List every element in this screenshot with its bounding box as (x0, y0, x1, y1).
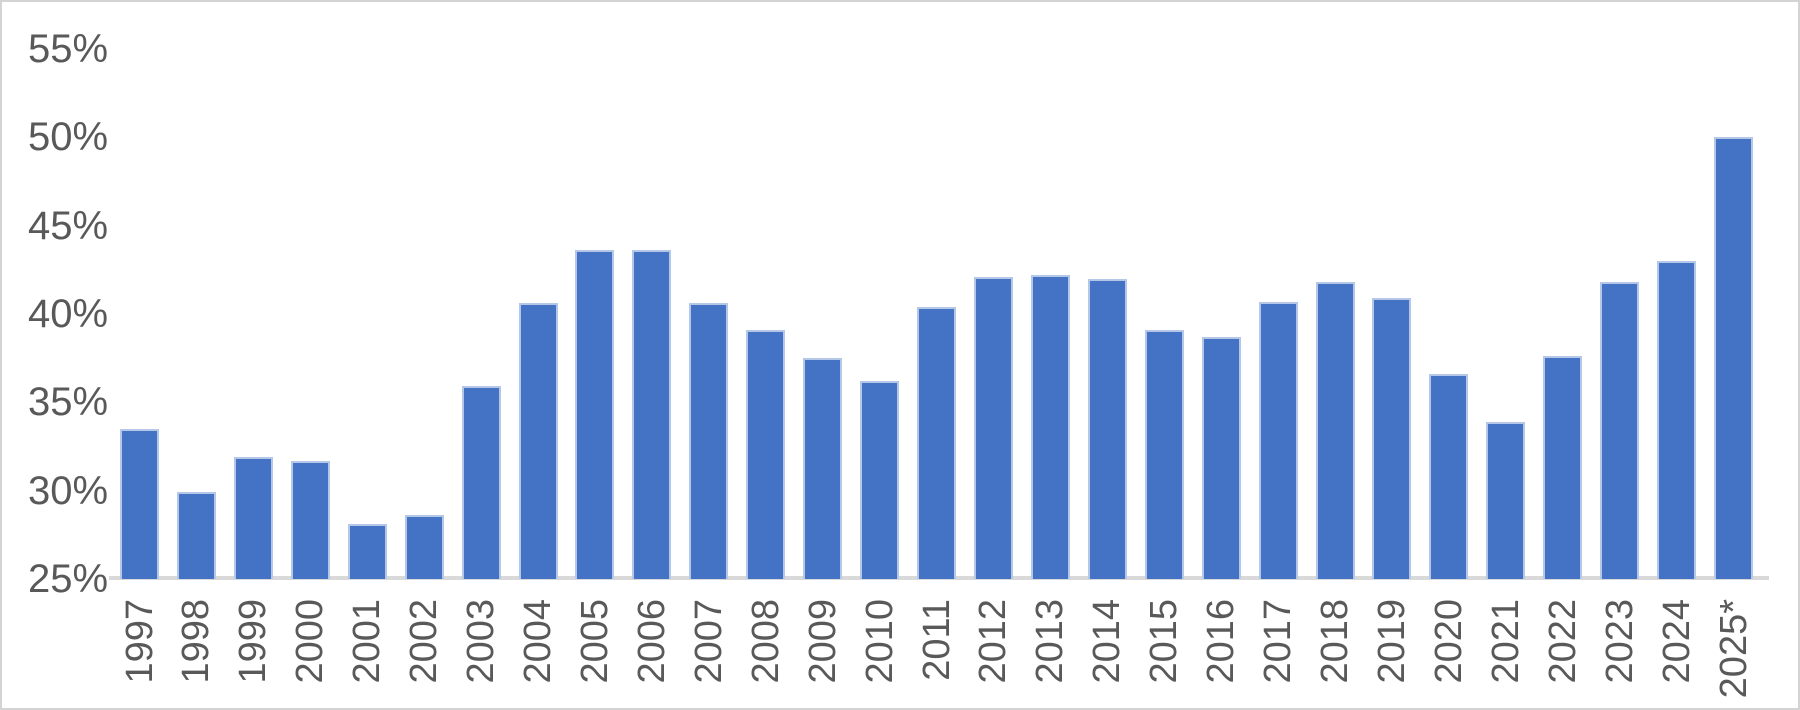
x-axis-label: 2011 (915, 599, 958, 681)
bar (803, 358, 843, 579)
bar (1543, 356, 1583, 579)
bar (461, 386, 501, 579)
bar (632, 250, 672, 579)
x-axis-label: 2001 (346, 599, 389, 684)
bar (518, 303, 558, 579)
bar (233, 457, 273, 579)
bar (176, 492, 216, 579)
x-axis-label: 1999 (232, 599, 275, 684)
bar (1315, 282, 1355, 579)
bar (689, 303, 729, 579)
x-axis-label: 2000 (289, 599, 332, 684)
y-axis-label: 35% (28, 380, 109, 425)
y-axis-label: 25% (28, 557, 109, 601)
bar (746, 329, 786, 579)
bar (575, 250, 615, 579)
x-axis-label: 2016 (1200, 599, 1243, 684)
bar (1087, 278, 1127, 579)
y-axis-label: 55% (28, 27, 109, 71)
bar (1714, 137, 1754, 579)
x-axis-label: 2006 (630, 599, 673, 684)
x-axis-label: 2013 (1029, 599, 1072, 684)
bar (973, 276, 1013, 579)
x-axis-label: 2009 (801, 599, 844, 684)
x-axis-label: 2005 (573, 599, 616, 684)
x-axis-label: 2022 (1541, 599, 1584, 684)
x-axis-label: 2002 (403, 599, 446, 684)
bar (1030, 275, 1070, 579)
bar (1258, 301, 1298, 579)
x-axis-label: 2012 (972, 599, 1015, 684)
x-axis-label: 2024 (1655, 599, 1698, 684)
bar (860, 381, 900, 579)
bar (347, 524, 387, 579)
y-axis-label: 40% (28, 292, 109, 336)
x-axis-label: 2019 (1370, 599, 1413, 684)
x-axis-label: 2015 (1143, 599, 1186, 684)
y-axis-label: 30% (28, 468, 109, 513)
bar (1486, 421, 1526, 579)
bar (917, 306, 957, 579)
bar (120, 428, 159, 579)
bar (290, 460, 330, 579)
bar (1144, 329, 1184, 579)
x-axis-label: 2023 (1598, 599, 1641, 684)
bar (1372, 298, 1412, 579)
y-axis-label: 50% (28, 115, 109, 160)
x-axis-label: 2004 (517, 599, 559, 684)
x-axis-label: 2007 (687, 599, 730, 684)
bar (1600, 282, 1640, 579)
x-axis-label: 1997 (118, 599, 161, 684)
x-axis-label: 1998 (175, 599, 218, 684)
x-axis-label: 2020 (1427, 599, 1470, 684)
bar (404, 515, 444, 579)
x-axis-label: 2025* (1712, 599, 1755, 699)
x-axis-label: 2008 (744, 599, 787, 684)
x-axis-label: 2017 (1257, 599, 1300, 684)
bar (1429, 374, 1469, 579)
x-axis-label: 2014 (1086, 599, 1129, 684)
y-axis-label: 45% (28, 203, 109, 248)
bar (1657, 261, 1697, 579)
x-axis-label: 2003 (460, 599, 503, 684)
x-axis-label: 2021 (1484, 599, 1527, 684)
bar (1201, 336, 1241, 579)
x-axis-label: 2010 (858, 599, 901, 684)
x-axis-label: 2018 (1314, 599, 1357, 684)
